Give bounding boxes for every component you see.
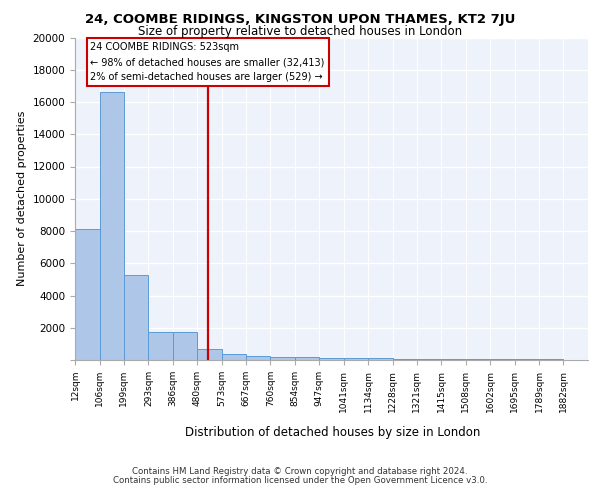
Bar [246, 356, 271, 360]
Bar [221, 354, 246, 360]
Bar [392, 358, 417, 360]
Text: Distribution of detached houses by size in London: Distribution of detached houses by size … [185, 426, 481, 439]
Text: Contains public sector information licensed under the Open Government Licence v3: Contains public sector information licen… [113, 476, 487, 485]
Y-axis label: Number of detached properties: Number of detached properties [17, 111, 27, 286]
Bar [417, 359, 442, 360]
Bar [271, 357, 295, 360]
Bar [344, 358, 368, 360]
Bar [319, 358, 344, 360]
Bar [368, 358, 392, 360]
Bar [197, 348, 221, 360]
Text: 24, COOMBE RIDINGS, KINGSTON UPON THAMES, KT2 7JU: 24, COOMBE RIDINGS, KINGSTON UPON THAMES… [85, 12, 515, 26]
Bar [75, 230, 100, 360]
Text: 24 COOMBE RIDINGS: 523sqm
← 98% of detached houses are smaller (32,413)
2% of se: 24 COOMBE RIDINGS: 523sqm ← 98% of detac… [91, 42, 325, 82]
Bar [295, 358, 319, 360]
Bar [100, 92, 124, 360]
Bar [148, 332, 173, 360]
Bar [124, 274, 148, 360]
Text: Contains HM Land Registry data © Crown copyright and database right 2024.: Contains HM Land Registry data © Crown c… [132, 467, 468, 476]
Bar [466, 359, 490, 360]
Bar [490, 359, 515, 360]
Bar [442, 359, 466, 360]
Text: Size of property relative to detached houses in London: Size of property relative to detached ho… [138, 25, 462, 38]
Bar [173, 332, 197, 360]
